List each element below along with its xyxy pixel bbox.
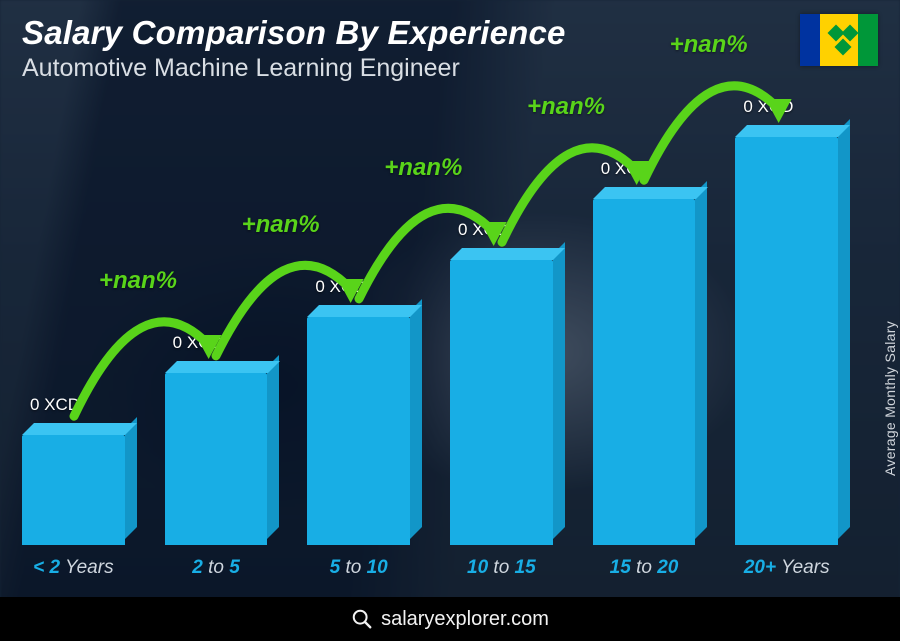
- bar-top: [593, 187, 708, 199]
- bar-front: [165, 373, 268, 545]
- bar: [735, 125, 850, 545]
- delta-label: +nan%: [99, 267, 177, 295]
- bar: [165, 361, 280, 545]
- bar-side: [267, 355, 279, 539]
- bar-top: [735, 125, 850, 137]
- bar-top: [165, 361, 280, 373]
- bar-column: 0 XCD10 to 15: [450, 248, 565, 545]
- chart-title: Salary Comparison By Experience: [22, 14, 878, 52]
- footer: salaryexplorer.com: [0, 597, 900, 641]
- bar-column: 0 XCD20+ Years: [735, 125, 850, 545]
- flag-stripe-right: [858, 14, 878, 66]
- chart-subtitle: Automotive Machine Learning Engineer: [22, 54, 878, 83]
- country-flag: [800, 14, 878, 66]
- bar-value-label: 0 XCD: [30, 395, 80, 415]
- bar-side: [838, 119, 850, 539]
- bar: [22, 423, 137, 545]
- bar-chart: 0 XCD< 2 Years0 XCD2 to 50 XCD5 to 100 X…: [22, 108, 850, 545]
- bar-column: 0 XCD2 to 5: [165, 361, 280, 545]
- bar-top: [307, 305, 422, 317]
- bar: [307, 305, 422, 545]
- bar-side: [695, 181, 707, 539]
- bar-value-label: 0 XCD: [315, 277, 365, 297]
- bar-front: [450, 260, 553, 545]
- category-label: 15 to 20: [593, 557, 696, 579]
- bar-value-label: 0 XCD: [601, 159, 651, 179]
- bar-front: [307, 317, 410, 545]
- bar-value-label: 0 XCD: [458, 220, 508, 240]
- bar-value-label: 0 XCD: [173, 333, 223, 353]
- delta-label: +nan%: [527, 93, 605, 121]
- category-label: < 2 Years: [22, 557, 125, 579]
- flag-stripe-mid: [820, 14, 858, 66]
- bar-column: 0 XCD15 to 20: [593, 187, 708, 545]
- delta-label: +nan%: [670, 31, 748, 59]
- bar: [593, 187, 708, 545]
- bar-column: 0 XCD< 2 Years: [22, 423, 137, 545]
- category-label: 2 to 5: [165, 557, 268, 579]
- content-root: Salary Comparison By Experience Automoti…: [0, 0, 900, 641]
- bar-side: [553, 242, 565, 539]
- bar-top: [450, 248, 565, 260]
- bar-top: [22, 423, 137, 435]
- bar: [450, 248, 565, 545]
- category-label: 5 to 10: [307, 557, 410, 579]
- brand-logo: salaryexplorer.com: [351, 608, 549, 631]
- category-label: 20+ Years: [735, 557, 838, 579]
- delta-label: +nan%: [242, 211, 320, 239]
- bar-front: [593, 199, 696, 545]
- bar-side: [410, 299, 422, 539]
- brand-text: salaryexplorer.com: [381, 608, 549, 631]
- delta-label: +nan%: [384, 154, 462, 182]
- bar-column: 0 XCD5 to 10: [307, 305, 422, 545]
- header: Salary Comparison By Experience Automoti…: [22, 14, 878, 83]
- flag-stripe-left: [800, 14, 820, 66]
- category-label: 10 to 15: [450, 557, 553, 579]
- magnifier-icon: [351, 608, 373, 630]
- y-axis-label: Average Monthly Salary: [882, 321, 898, 476]
- bar-front: [735, 137, 838, 545]
- bar-front: [22, 435, 125, 545]
- bar-value-label: 0 XCD: [743, 97, 793, 117]
- bar-side: [125, 417, 137, 539]
